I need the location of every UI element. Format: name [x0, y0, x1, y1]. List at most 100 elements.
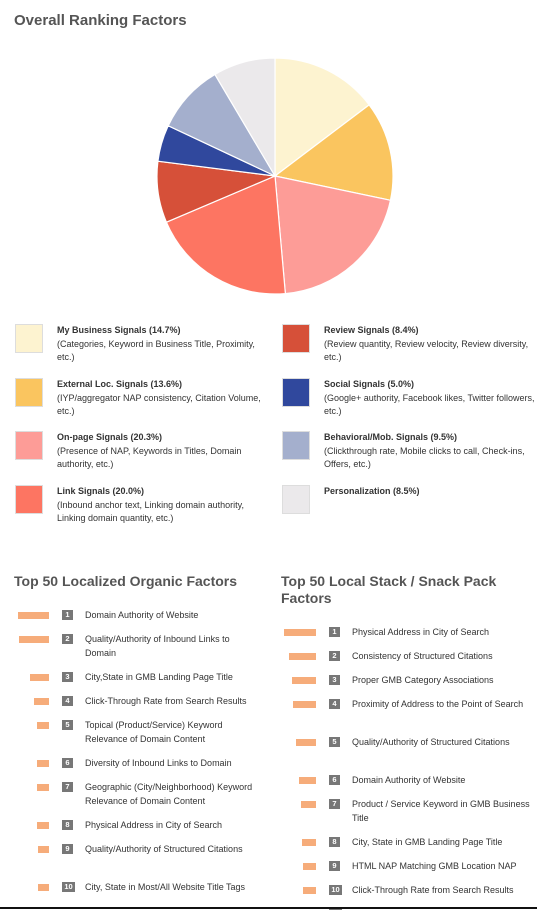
legend-text: On-page Signals (20.3%) (Presence of NAP,… — [57, 431, 272, 472]
legend-detail: (Inbound anchor text, Linking domain aut… — [57, 499, 244, 524]
rank-badge: 6 — [62, 758, 73, 768]
legend-text: My Business Signals (14.7%) (Categories, … — [57, 324, 272, 365]
ranking-label: Proximity of Address to the Point of Sea… — [352, 699, 524, 709]
legend-swatch — [15, 431, 43, 460]
ranking-label: Diversity of Inbound Links to Domain — [85, 758, 232, 768]
rank-badge: 7 — [329, 799, 340, 809]
legend-text: Behavioral/Mob. Signals (9.5%) (Clickthro… — [324, 431, 537, 472]
ranking-bar — [30, 674, 49, 681]
legend-swatch — [15, 378, 43, 407]
legend-text: Social Signals (5.0%) (Google+ authority,… — [324, 378, 537, 419]
ranking-bar — [303, 863, 316, 870]
rank-badge: 7 — [62, 782, 73, 792]
ranking-label: Domain Authority of Website — [85, 610, 199, 620]
ranking-bar — [293, 701, 316, 708]
ranking-bar — [37, 760, 49, 767]
legend-label: On-page Signals (20.3%) — [57, 432, 163, 442]
ranking-bar — [19, 636, 49, 643]
rank-badge: 8 — [62, 820, 73, 830]
rank-badge: 9 — [62, 844, 73, 854]
legend-label: Social Signals (5.0%) — [324, 379, 415, 389]
ranking-bar — [18, 612, 49, 619]
legend-detail: (Presence of NAP, Keywords in Titles, Do… — [57, 445, 242, 470]
rank-badge: 4 — [62, 696, 73, 706]
ranking-bar — [292, 677, 316, 684]
rank-badge: 3 — [62, 672, 73, 682]
legend-label: Behavioral/Mob. Signals (9.5%) — [324, 432, 458, 442]
ranking-bar — [299, 777, 316, 784]
ranking-bar — [296, 739, 316, 746]
ranking-bar — [303, 887, 316, 894]
pie-slice-4 — [165, 175, 287, 295]
ranking-bar — [38, 884, 49, 891]
legend-label: Personalization (8.5%) — [324, 486, 420, 496]
ranking-label: Quality/Authority of Structured Citation… — [85, 844, 243, 854]
ranking-label: HTML NAP Matching GMB Location NAP — [352, 861, 517, 871]
ranking-bar — [301, 801, 316, 808]
ranking-bar — [302, 839, 316, 846]
ranking-label: City, State in GMB Landing Page Title — [352, 837, 503, 847]
legend-swatch — [15, 324, 43, 353]
legend-detail: (IYP/aggregator NAP consistency, Citatio… — [57, 392, 261, 417]
ranking-bar — [37, 822, 49, 829]
organic-factors-title: Top 50 Localized Organic Factors — [14, 573, 238, 589]
bottom-divider — [0, 907, 537, 909]
legend-swatch — [282, 485, 310, 514]
ranking-label: Click-Through Rate from Search Results — [352, 885, 514, 895]
pie-slice-8 — [214, 57, 276, 179]
ranking-label: Proper GMB Category Associations — [352, 675, 494, 685]
rank-badge: 6 — [329, 775, 340, 785]
legend-detail: (Clickthrough rate, Mobile clicks to cal… — [324, 445, 525, 470]
legend-label: External Loc. Signals (13.6%) — [57, 379, 183, 389]
rank-badge: 4 — [329, 699, 340, 709]
ranking-label: City, State in Most/All Website Title Ta… — [85, 882, 246, 892]
legend-label: Link Signals (20.0%) — [57, 486, 145, 496]
ranking-label: Geographic (City/Neighborhood) Keyword R… — [85, 782, 253, 806]
pie-slice-2 — [273, 104, 394, 202]
rank-badge: 2 — [62, 634, 73, 644]
rank-badge: 9 — [329, 861, 340, 871]
legend-label: My Business Signals (14.7%) — [57, 325, 181, 335]
legend-text: Review Signals (8.4%) (Review quantity, R… — [324, 324, 537, 365]
legend-detail: (Review quantity, Review velocity, Revie… — [324, 338, 529, 363]
rank-badge: 10 — [329, 885, 342, 895]
ranking-bar — [289, 653, 316, 660]
ranking-bar — [34, 698, 49, 705]
legend-swatch — [15, 485, 43, 514]
ranking-label: Physical Address in City of Search — [352, 627, 490, 637]
rank-badge: 8 — [329, 837, 340, 847]
ranking-bar — [37, 784, 49, 791]
ranking-label: Quality/Authority of Inbound Links to Do… — [85, 634, 230, 658]
ranking-label: City,State in GMB Landing Page Title — [85, 672, 233, 682]
ranking-label: Product / Service Keyword in GMB Busines… — [352, 799, 530, 823]
legend-text: Personalization (8.5%) — [324, 485, 537, 499]
pie-chart — [156, 57, 394, 295]
ranking-label: Physical Address in City of Search — [85, 820, 223, 830]
pie-slice-3 — [274, 175, 392, 295]
local-factors-title: Top 50 Local Stack / Snack Pack Factors — [281, 573, 497, 606]
chart-title: Overall Ranking Factors — [14, 12, 187, 29]
legend-label: Review Signals (8.4%) — [324, 325, 419, 335]
legend-text: External Loc. Signals (13.6%) (IYP/aggreg… — [57, 378, 272, 419]
rank-badge: 1 — [329, 627, 340, 637]
ranking-label: Topical (Product/Service) Keyword Releva… — [85, 720, 223, 744]
rank-badge: 3 — [329, 675, 340, 685]
rank-badge: 5 — [329, 737, 340, 747]
legend-swatch — [282, 324, 310, 353]
rank-badge: 10 — [62, 882, 75, 892]
ranking-bar — [38, 846, 49, 853]
legend-swatch — [282, 378, 310, 407]
ranking-bar — [284, 629, 316, 636]
ranking-label: Quality/Authority of Structured Citation… — [352, 737, 510, 747]
pie-slice-1 — [274, 57, 370, 178]
ranking-label: Domain Authority of Website — [352, 775, 466, 785]
rank-badge: 2 — [329, 651, 340, 661]
ranking-bar — [37, 722, 49, 729]
ranking-label: Click-Through Rate from Search Results — [85, 696, 247, 706]
legend-detail: (Categories, Keyword in Business Title, … — [57, 338, 255, 363]
legend-text: Link Signals (20.0%) (Inbound anchor text… — [57, 485, 272, 526]
legend-swatch — [282, 431, 310, 460]
ranking-label: Consistency of Structured Citations — [352, 651, 493, 661]
rank-badge: 5 — [62, 720, 73, 730]
rank-badge: 1 — [62, 610, 73, 620]
